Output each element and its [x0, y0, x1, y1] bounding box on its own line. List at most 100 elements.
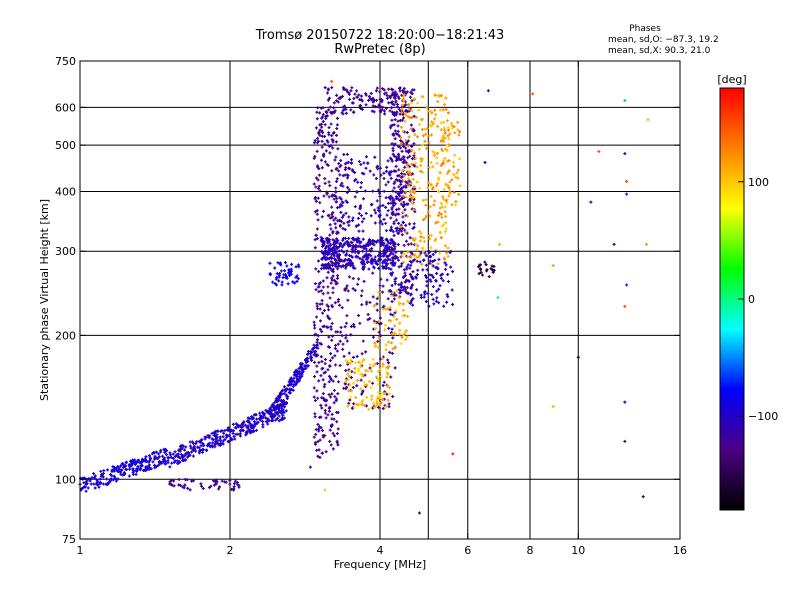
echo-point [438, 284, 442, 288]
echo-point [336, 276, 340, 280]
echo-point [313, 154, 317, 158]
echo-point [406, 299, 410, 303]
echo-point [351, 218, 355, 222]
echo-point [412, 154, 416, 158]
echo-point [385, 237, 389, 241]
echo-point [348, 383, 352, 387]
echo-point [333, 109, 337, 113]
echo-point [331, 247, 335, 251]
echo-point [339, 330, 343, 334]
echo-point [317, 290, 321, 294]
echo-point [328, 345, 332, 349]
echo-point [366, 254, 370, 258]
echo-point [349, 254, 353, 258]
echo-point [376, 239, 380, 243]
echo-point [387, 402, 391, 406]
echo-point [443, 261, 447, 265]
echo-point [395, 317, 399, 321]
echo-point [321, 112, 325, 116]
echo-point [339, 210, 343, 214]
echo-point [326, 314, 330, 318]
echo-point [399, 225, 403, 229]
echo-point [338, 253, 342, 257]
echo-point [437, 257, 441, 261]
echo-point [123, 471, 127, 475]
echo-point [444, 108, 448, 112]
echo-point [294, 383, 298, 387]
echo-point [398, 87, 402, 91]
echo-point [345, 88, 349, 92]
echo-point [346, 220, 350, 224]
echo-point [194, 449, 198, 453]
echo-point [314, 288, 318, 292]
echo-point [279, 263, 283, 267]
echo-point [442, 120, 446, 124]
echo-point [404, 223, 408, 227]
echo-point [393, 137, 397, 141]
echo-point [431, 150, 435, 154]
echo-point [280, 283, 284, 287]
echo-point [434, 299, 438, 303]
echo-point [451, 270, 455, 274]
echo-point [318, 438, 322, 442]
echo-point [280, 416, 284, 420]
echo-point [343, 325, 347, 329]
echo-point [328, 151, 332, 155]
echo-point [276, 406, 280, 410]
echo-point [342, 87, 346, 91]
echo-point [394, 113, 398, 117]
echo-point [185, 478, 189, 482]
echo-point [409, 251, 413, 255]
echo-point [316, 454, 320, 458]
echo-point [407, 135, 411, 139]
echo-point [446, 111, 450, 115]
echo-point [331, 334, 335, 338]
echo-point [383, 246, 387, 250]
echo-point [445, 300, 449, 304]
echo-point [99, 474, 103, 478]
echo-point [305, 356, 309, 360]
echo-point [374, 211, 378, 215]
echo-point [329, 376, 333, 380]
echo-point [644, 242, 648, 246]
echo-point [379, 367, 383, 371]
echo-point [399, 139, 403, 143]
echo-point [353, 288, 357, 292]
echo-point [315, 370, 319, 374]
echo-point [359, 106, 363, 110]
echo-point [189, 446, 193, 450]
echo-point [215, 435, 219, 439]
echo-point [370, 397, 374, 401]
echo-point [400, 229, 404, 233]
echo-point [408, 222, 412, 226]
echo-point [258, 411, 262, 415]
echo-point [327, 335, 331, 339]
echo-point [417, 147, 421, 151]
echo-point [356, 216, 360, 220]
echo-point [364, 166, 368, 170]
echo-point [219, 439, 223, 443]
echo-point [360, 289, 364, 293]
echo-point [407, 184, 411, 188]
echo-point [389, 341, 393, 345]
echo-point [380, 87, 384, 91]
echo-point [404, 146, 408, 150]
echo-point [419, 164, 423, 168]
echo-point [391, 291, 395, 295]
echo-point [392, 169, 396, 173]
echo-point [318, 281, 322, 285]
echo-point [384, 91, 388, 95]
echo-point [95, 478, 99, 482]
echo-point [442, 188, 446, 192]
echo-point [397, 300, 401, 304]
echo-point [323, 370, 327, 374]
echo-point [316, 218, 320, 222]
echo-point [275, 400, 279, 404]
echo-point [216, 439, 220, 443]
echo-point [422, 236, 426, 240]
echo-point [396, 105, 400, 109]
echo-point [391, 230, 395, 234]
echo-point [351, 168, 355, 172]
echo-point [336, 330, 340, 334]
echo-point [327, 96, 331, 100]
